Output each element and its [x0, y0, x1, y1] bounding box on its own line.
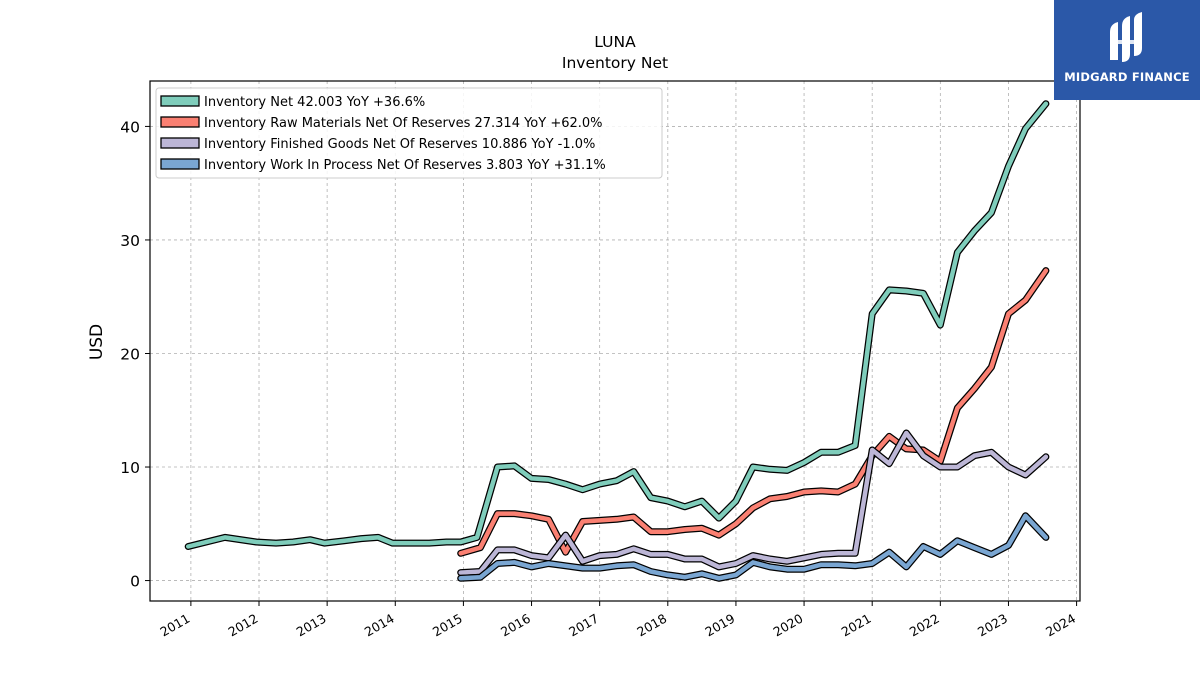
series-1	[184, 100, 1050, 550]
legend: Inventory Net 42.003 YoY +36.6% Inventory…	[155, 87, 663, 179]
legend-label: Inventory Net 42.003 YoY +36.6%	[204, 95, 425, 110]
x-tick-label: 2016	[498, 611, 533, 640]
y-tick-label: 20	[120, 345, 140, 363]
y-axis-label: USD	[87, 324, 107, 360]
series-line	[185, 101, 1049, 549]
x-tick-label: 2013	[294, 611, 329, 640]
series-layer	[184, 100, 1050, 582]
series-line	[458, 513, 1049, 581]
series-4	[457, 512, 1050, 582]
midgard-logo-icon	[1110, 12, 1142, 62]
x-tick-label: 2020	[771, 611, 806, 640]
x-tick-label: 2021	[839, 611, 874, 640]
x-tick-label: 2017	[566, 611, 601, 640]
logo-text: MIDGARD FINANCE	[1064, 70, 1190, 84]
y-tick-label: 10	[120, 459, 140, 477]
series-2	[457, 267, 1050, 557]
x-tick-label: 2011	[157, 611, 192, 640]
y-tick-label: 40	[120, 118, 140, 136]
legend-swatch	[160, 137, 200, 149]
x-tick-label: 2023	[975, 611, 1010, 640]
y-tick-label: 30	[120, 232, 140, 250]
chart-title: LUNA	[594, 33, 636, 51]
series-3	[457, 429, 1050, 577]
plot-frame	[149, 80, 1081, 602]
legend-label: Inventory Raw Materials Net Of Reserves …	[204, 116, 603, 131]
midgard-logo: MIDGARD FINANCE	[1054, 0, 1200, 100]
chart-subtitle: Inventory Net	[562, 54, 668, 72]
legend-swatch	[160, 116, 200, 128]
legend-label: Inventory Work In Process Net Of Reserve…	[204, 158, 606, 173]
legend-swatch	[160, 95, 200, 107]
x-tick-label: 2024	[1043, 611, 1078, 640]
x-tick-label: 2022	[907, 611, 942, 640]
legend-label: Inventory Finished Goods Net Of Reserves…	[204, 137, 595, 152]
ticks: 2011 2012 2013 2014 2015 2016 2017 2018 2019 2020…	[120, 118, 1078, 639]
y-tick-label: 0	[130, 573, 140, 591]
legend-swatch	[160, 158, 200, 170]
series-line-outline	[457, 429, 1050, 577]
x-tick-label: 2012	[225, 611, 260, 640]
series-line	[458, 430, 1049, 575]
x-tick-label: 2018	[634, 611, 669, 640]
x-tick-label: 2015	[430, 611, 465, 640]
legend-box	[155, 87, 663, 179]
x-tick-label: 2014	[362, 611, 397, 640]
x-tick-label: 2019	[702, 611, 737, 640]
